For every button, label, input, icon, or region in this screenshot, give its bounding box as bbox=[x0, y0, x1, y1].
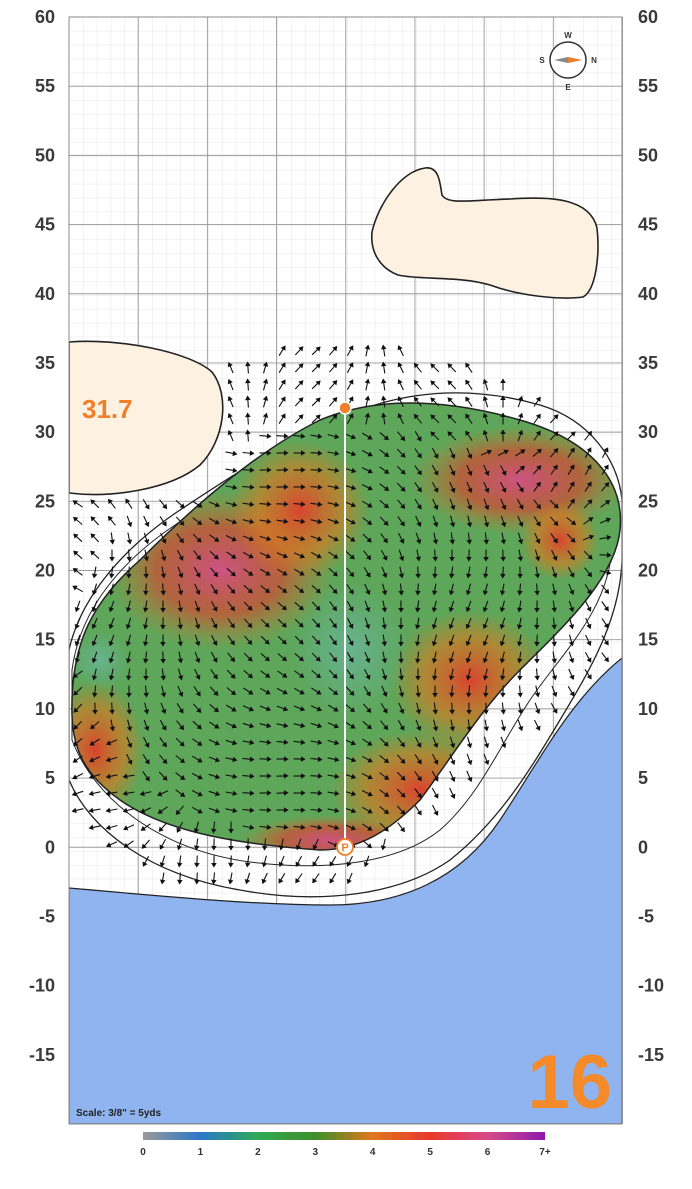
y-label-left: 50 bbox=[35, 145, 55, 165]
hole-number: 16 bbox=[527, 1040, 612, 1125]
compass-n: N bbox=[591, 56, 597, 65]
y-label-left: -15 bbox=[29, 1045, 55, 1065]
compass-w: W bbox=[564, 31, 572, 40]
bunker-left bbox=[69, 340, 224, 496]
scale-label: Scale: 3/8" = 5yds bbox=[76, 1108, 162, 1119]
legend-label: 4 bbox=[370, 1147, 376, 1158]
y-label-right: 60 bbox=[638, 7, 658, 27]
y-label-left: 10 bbox=[35, 699, 55, 719]
slope-legend: 0 1 2 3 4 5 6 7+ bbox=[140, 1132, 551, 1158]
y-label-right: 20 bbox=[638, 561, 658, 581]
y-label-left: 40 bbox=[35, 284, 55, 304]
y-label-right: 10 bbox=[638, 699, 658, 719]
y-label-right: 25 bbox=[638, 491, 658, 511]
legend-label: 3 bbox=[313, 1147, 319, 1158]
bunker-back bbox=[371, 167, 599, 299]
slope-arrows bbox=[71, 344, 612, 885]
y-label-right: -10 bbox=[638, 976, 664, 996]
y-label-left: 5 bbox=[45, 768, 55, 788]
y-label-right: 40 bbox=[638, 284, 658, 304]
plot-border bbox=[68, 16, 623, 1125]
y-label-right: 50 bbox=[638, 145, 658, 165]
water-hazard bbox=[69, 657, 622, 1124]
y-label-right: 15 bbox=[638, 630, 658, 650]
legend-label: 2 bbox=[255, 1147, 261, 1158]
y-label-left: 25 bbox=[35, 491, 55, 511]
compass-e: E bbox=[565, 83, 571, 92]
legend-label: 6 bbox=[485, 1147, 491, 1158]
y-label-right: 0 bbox=[638, 837, 648, 857]
front-marker-icon[interactable]: P bbox=[336, 838, 354, 856]
y-label-left: 0 bbox=[45, 837, 55, 857]
legend-label: 1 bbox=[198, 1147, 204, 1158]
green-edge bbox=[71, 402, 622, 851]
y-label-left: 60 bbox=[35, 7, 55, 27]
y-label-left: -10 bbox=[29, 976, 55, 996]
legend-label: 7+ bbox=[539, 1147, 551, 1158]
pin-icon[interactable] bbox=[338, 401, 352, 415]
y-label-right: -15 bbox=[638, 1045, 664, 1065]
legend-label: 5 bbox=[427, 1147, 433, 1158]
compass-icon: N S W E bbox=[539, 31, 597, 92]
y-label-left: -5 bbox=[39, 906, 55, 926]
y-label-left: 30 bbox=[35, 422, 55, 442]
y-label-left: 20 bbox=[35, 561, 55, 581]
legend-label: 0 bbox=[140, 1147, 146, 1158]
y-label-left: 45 bbox=[35, 215, 55, 235]
y-label-right: -5 bbox=[638, 906, 654, 926]
y-label-right: 35 bbox=[638, 353, 658, 373]
compass-s: S bbox=[539, 56, 545, 65]
y-label-left: 35 bbox=[35, 353, 55, 373]
y-label-right: 5 bbox=[638, 768, 648, 788]
y-label-right: 30 bbox=[638, 422, 658, 442]
y-label-right: 55 bbox=[638, 76, 658, 96]
y-label-left: 55 bbox=[35, 76, 55, 96]
y-label-left: 15 bbox=[35, 630, 55, 650]
distance-label: 31.7 bbox=[82, 394, 133, 424]
legend-bar bbox=[143, 1132, 545, 1140]
svg-text:P: P bbox=[341, 842, 348, 854]
y-label-right: 45 bbox=[638, 215, 658, 235]
